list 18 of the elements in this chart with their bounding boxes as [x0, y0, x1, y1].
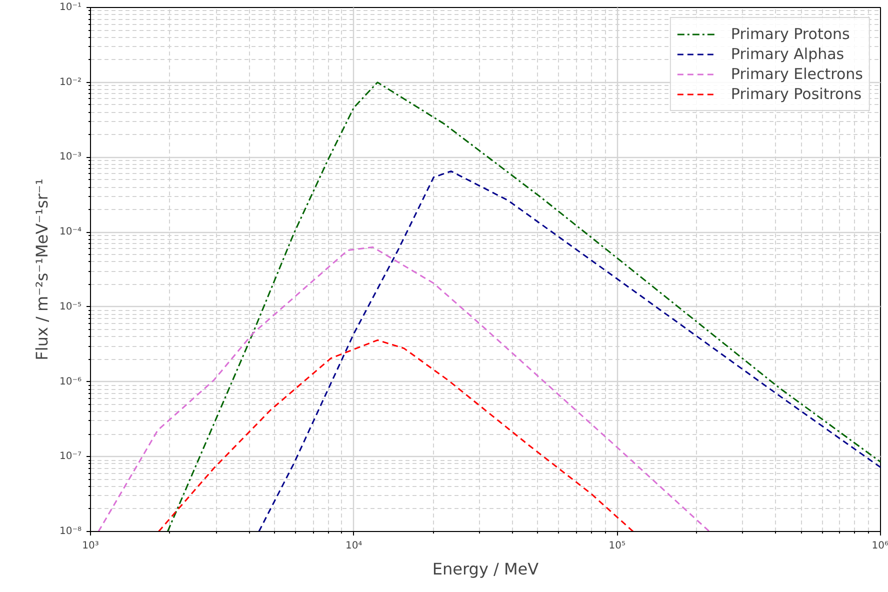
x-tick-label: 10⁴ [345, 540, 362, 552]
y-tick-label: 10⁻⁶ [59, 376, 82, 388]
y-tick-label: 10⁻¹ [59, 2, 82, 13]
y-tick-label: 10⁻⁸ [59, 526, 82, 537]
x-tick-label: 10⁵ [608, 540, 626, 552]
legend-label: Primary Electrons [730, 65, 863, 83]
y-tick-label: 10⁻⁵ [59, 301, 82, 312]
y-tick-label: 10⁻⁷ [59, 451, 82, 462]
x-axis-title: Energy / MeV [432, 560, 539, 578]
x-tick-label: 10³ [82, 540, 99, 552]
legend-label: Primary Positrons [730, 85, 862, 103]
y-tick-label: 10⁻² [59, 76, 82, 88]
legend-label: Primary Alphas [730, 45, 844, 63]
y-tick-label: 10⁻³ [59, 152, 82, 163]
legend-label: Primary Protons [730, 25, 850, 43]
y-tick-label: 10⁻⁴ [59, 226, 82, 238]
y-axis-title: Flux / m⁻²s⁻¹MeV⁻¹sr⁻¹ [32, 178, 52, 360]
x-tick-label: 10⁶ [872, 540, 888, 552]
